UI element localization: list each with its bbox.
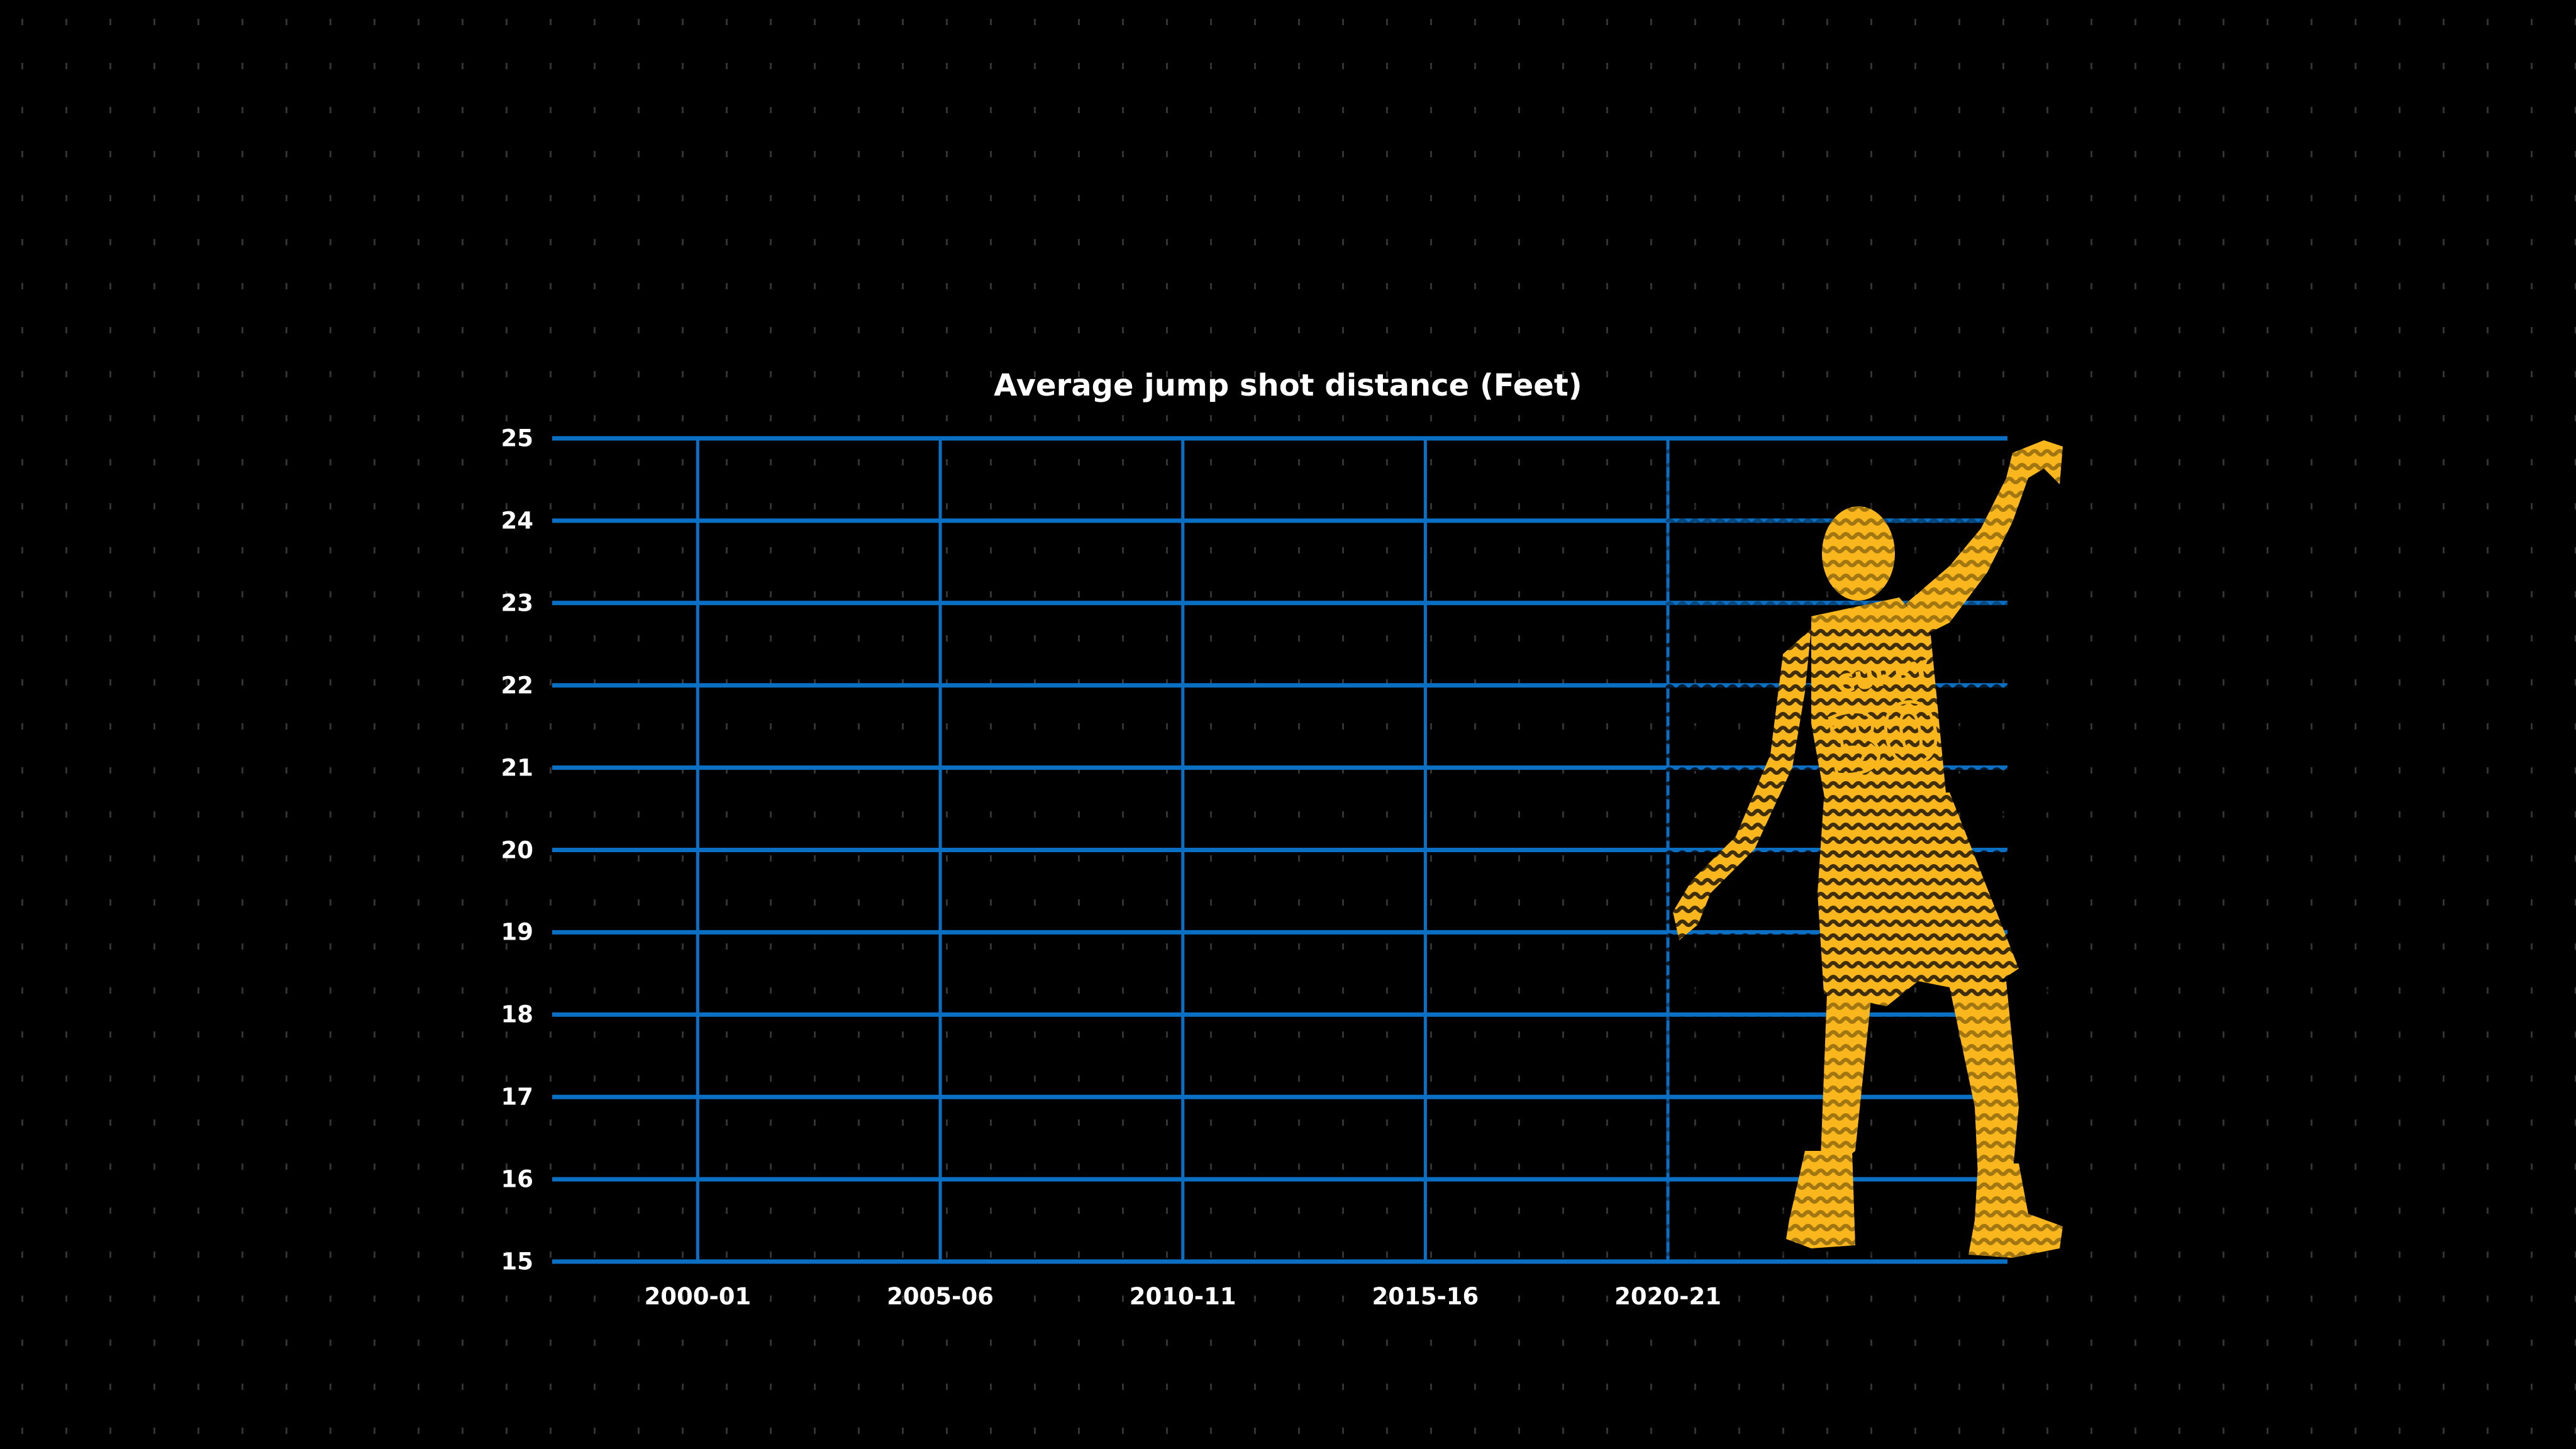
jersey-number: 30 [1819, 682, 1948, 796]
y-tick-label: 18 [501, 1001, 534, 1028]
y-tick-label: 17 [501, 1083, 534, 1111]
x-tick-label: 2000-01 [644, 1283, 752, 1310]
x-tick-label: 2005-06 [887, 1283, 994, 1310]
x-tick-label: 2020-21 [1614, 1283, 1721, 1310]
y-tick-label: 24 [501, 507, 534, 535]
x-tick-label: 2010-11 [1129, 1283, 1236, 1310]
y-tick-label: 21 [501, 754, 534, 782]
y-tick-label: 16 [501, 1165, 534, 1193]
y-tick-label: 23 [501, 589, 534, 617]
y-tick-label: 19 [501, 918, 534, 946]
y-tick-label: 25 [501, 425, 534, 452]
x-tick-label: 2015-16 [1372, 1283, 1479, 1310]
chart-title: Average jump shot distance (Feet) [994, 368, 1582, 403]
y-tick-label: 15 [501, 1248, 534, 1275]
y-tick-label: 20 [501, 836, 534, 863]
y-tick-label: 22 [501, 672, 534, 699]
